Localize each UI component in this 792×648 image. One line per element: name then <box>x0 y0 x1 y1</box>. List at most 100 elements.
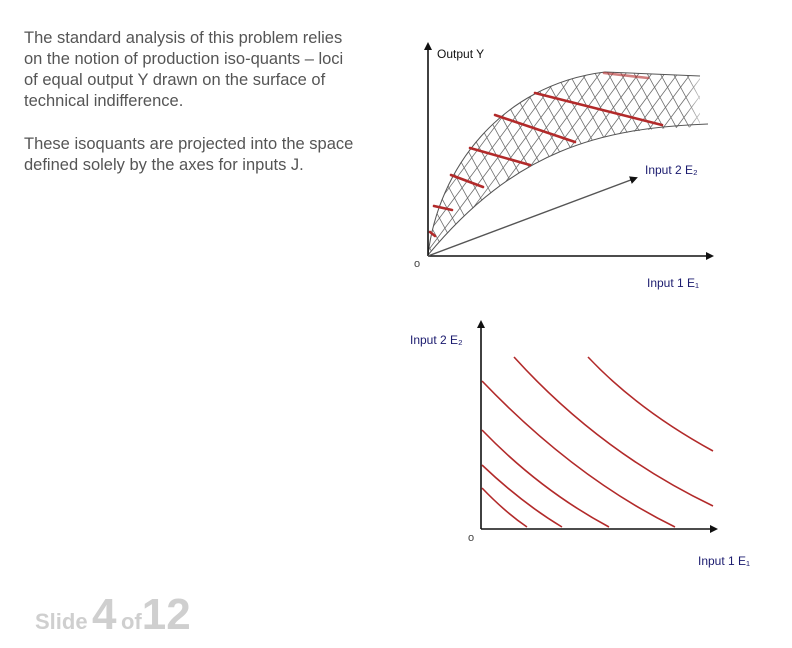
body-text: The standard analysis of this problem re… <box>24 28 359 198</box>
hatch-line <box>428 72 513 255</box>
isoquant-curves <box>481 356 714 528</box>
hatch-line <box>428 72 431 255</box>
hatch-line <box>83 40 213 280</box>
hatch-line <box>146 40 326 280</box>
input2-axis <box>427 176 638 257</box>
hatch-line <box>691 72 700 255</box>
isoquant-curve-5 <box>513 356 714 507</box>
hatch-line <box>109 40 239 280</box>
isoquant-curve-2 <box>481 464 563 528</box>
hatch-line <box>772 40 792 280</box>
hatch-line <box>428 72 457 255</box>
hatch-line <box>187 40 317 280</box>
hatch-line <box>770 40 792 280</box>
paragraph-2: These isoquants are projected into the s… <box>24 135 354 174</box>
hatch-line <box>705 40 792 280</box>
isoquant-curve-3 <box>481 429 610 528</box>
hatch-line <box>428 72 535 255</box>
hatch-line <box>133 40 313 280</box>
surface-isoquant-2 <box>432 204 454 212</box>
isoquant-curve-4 <box>481 380 676 528</box>
hatch-line <box>70 40 200 280</box>
total-slides: 12 <box>141 590 191 639</box>
hatch-line <box>120 40 300 280</box>
hatch-line <box>707 40 792 280</box>
surface-isoquant-6 <box>533 91 664 127</box>
top-origin-label: o <box>414 258 420 270</box>
hatch-line <box>211 40 391 280</box>
hatch-line <box>757 40 792 280</box>
hatch-line <box>252 40 382 280</box>
hatch-line <box>239 40 369 280</box>
hatch-line <box>200 40 330 280</box>
hatch-line <box>785 40 792 280</box>
hatch-line <box>122 40 252 280</box>
hatch-line <box>693 72 700 255</box>
hatch-line <box>428 72 483 255</box>
surface-upper-edge <box>427 71 701 256</box>
hatch-line <box>213 40 343 280</box>
hatch-line <box>174 40 304 280</box>
hatch-line <box>428 72 444 255</box>
bottom-input1-label: Input 1 E₁ <box>698 554 750 568</box>
hatch-line <box>237 40 417 280</box>
surface-hatching <box>70 40 792 280</box>
hatch-line <box>744 40 792 280</box>
hatch-line <box>226 40 356 280</box>
hatch-line <box>428 72 435 255</box>
hatch-line <box>96 40 226 280</box>
hatch-line <box>731 40 792 280</box>
hatch-line <box>428 72 587 255</box>
hatch-line <box>278 40 408 280</box>
hatch-line <box>428 72 461 255</box>
hatch-line <box>428 72 548 255</box>
surface-isoquant-1 <box>428 230 437 238</box>
hatch-line <box>185 40 365 280</box>
hatch-line <box>428 72 561 255</box>
surface-isoquant-3 <box>449 173 485 189</box>
bottom-isoquant-map: Input 2 E₂ Input 1 E₁ o <box>410 320 750 568</box>
hatch-line <box>428 72 470 255</box>
top-input1-label: Input 1 E₁ <box>647 276 699 290</box>
hatch-line <box>428 72 500 255</box>
hatch-line <box>444 72 626 255</box>
hatch-line <box>135 40 265 280</box>
hatch-line <box>428 72 574 255</box>
hatch-line <box>161 40 291 280</box>
bottom-origin-label: o <box>468 532 474 544</box>
hatch-line <box>428 72 474 255</box>
hatch-line <box>733 40 792 280</box>
isoquant-curve-6 <box>587 356 714 452</box>
slide-counter: Slide 4 of12 <box>35 590 191 640</box>
hatch-line <box>720 40 792 280</box>
paragraph-1: The standard analysis of this problem re… <box>24 29 344 110</box>
hatch-line <box>718 40 792 280</box>
hatch-line <box>428 72 496 255</box>
hatch-line <box>746 40 792 280</box>
of-word: of <box>120 609 142 634</box>
hatch-line <box>148 40 278 280</box>
bottom-input2-label: Input 2 E₂ <box>410 333 463 347</box>
hatch-line <box>783 40 792 280</box>
output-y-label: Output Y <box>437 47 484 61</box>
surface-isoquant-4 <box>468 146 532 167</box>
isoquant-curve-1 <box>481 487 528 528</box>
hatch-line <box>172 40 352 280</box>
surface-lower-edge <box>427 123 709 256</box>
surface-isoquant-5 <box>493 113 577 144</box>
hatch-line <box>159 40 339 280</box>
hatch-line <box>428 72 509 255</box>
top-input2-label: Input 2 E₂ <box>645 163 698 177</box>
hatch-line <box>459 72 591 255</box>
hatch-line <box>759 40 792 280</box>
surface-isoquant-7 <box>602 71 650 80</box>
hatch-line <box>265 40 395 280</box>
hatch-line <box>291 40 421 280</box>
top-production-surface-diagram: Output Y Input 2 E₂ Input 1 E₁ o <box>70 40 792 290</box>
hatch-line <box>428 72 552 255</box>
slide-word: Slide <box>35 609 88 634</box>
slide-number: 4 <box>92 590 117 639</box>
hatch-line <box>428 72 487 255</box>
hatch-line <box>224 40 404 280</box>
hatch-line <box>198 40 378 280</box>
